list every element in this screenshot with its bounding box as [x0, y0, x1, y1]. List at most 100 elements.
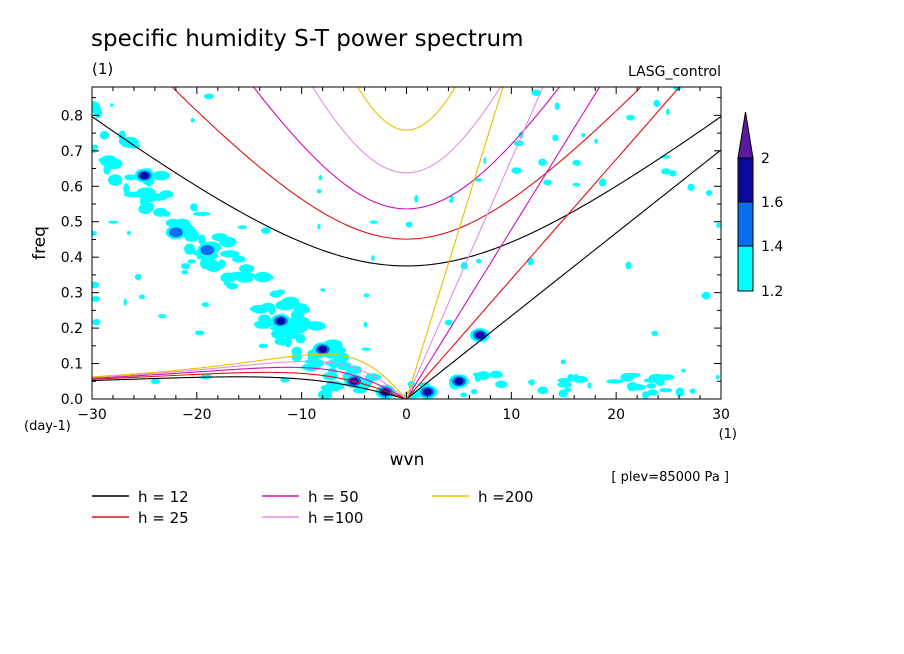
power-contour	[552, 134, 559, 142]
inertia-gravity-curve	[92, 116, 721, 267]
power-contour	[318, 175, 323, 181]
x-tick-label: 30	[712, 407, 730, 423]
power-contour	[190, 203, 198, 212]
power-contour	[661, 168, 672, 175]
x-units-label: (1)	[719, 427, 737, 442]
chart-subtitle-left: (1)	[92, 60, 113, 78]
colorbar-segment	[737, 157, 754, 203]
power-contour	[537, 386, 549, 395]
power-contour	[531, 89, 542, 96]
kelvin-curve	[405, 87, 544, 399]
power-contour	[646, 383, 657, 389]
power-contour	[705, 189, 713, 196]
power-contour	[237, 225, 248, 230]
power-contour	[261, 227, 271, 234]
y-tick-label: 0.4	[61, 250, 83, 266]
inertia-gravity-curve	[252, 87, 561, 210]
power-contour	[201, 302, 210, 308]
power-contour	[107, 174, 123, 186]
power-contour	[543, 179, 552, 186]
chart-title: specific humidity S-T power spectrum	[91, 26, 523, 52]
power-contour	[180, 263, 191, 270]
legend-label: h = 50	[308, 488, 359, 506]
power-contour	[200, 245, 215, 256]
power-contour	[193, 211, 211, 216]
power-contour	[187, 235, 192, 242]
axis-tick-labels: −30 −20 −10 0 10 20 30 0.0 0.1 0.2 0.3 0.4 0.5 0.6 0.7…	[61, 108, 730, 423]
inertia-gravity-curve	[311, 87, 502, 174]
power-contour	[184, 243, 195, 255]
power-contour	[253, 271, 273, 283]
power-contour	[92, 318, 101, 326]
inertia-gravity-curve	[356, 87, 457, 131]
y-tick-label: 0.5	[61, 215, 83, 231]
power-contour	[92, 281, 100, 289]
power-contour	[687, 183, 695, 192]
colorbar-extension	[737, 111, 754, 159]
x-tick-label: 0	[402, 407, 411, 423]
power-contour	[587, 382, 592, 389]
power-contour	[316, 189, 322, 194]
y-axis-label: freq	[30, 226, 50, 260]
power-contour	[92, 144, 99, 149]
x-tick-label: −20	[182, 407, 212, 423]
y-tick-label: 0.1	[61, 357, 83, 373]
x-tick-label: 10	[502, 407, 520, 423]
rossby-curve	[92, 360, 407, 399]
legend-label: h =200	[478, 488, 533, 506]
power-contour	[716, 222, 721, 228]
power-contour	[675, 387, 685, 397]
colorbar-segment	[737, 245, 754, 292]
kelvin-curve	[406, 87, 601, 399]
power-contour	[363, 293, 370, 298]
power-contour	[474, 178, 483, 182]
power-contour	[352, 387, 367, 394]
rossby-curve	[92, 366, 407, 399]
power-contour	[99, 130, 109, 140]
power-contour	[538, 158, 547, 166]
power-contour	[139, 172, 149, 180]
power-contour	[92, 296, 101, 302]
power-contour	[203, 259, 219, 268]
power-contour	[284, 335, 293, 348]
power-contour	[183, 232, 195, 237]
power-contour	[123, 298, 127, 306]
power-contour	[669, 170, 677, 177]
power-contour	[689, 388, 696, 394]
power-contour	[701, 291, 711, 300]
power-contour	[305, 320, 313, 327]
power-contour	[139, 197, 158, 203]
power-contour	[271, 329, 286, 339]
plot-area	[92, 87, 721, 399]
power-contour	[109, 103, 114, 107]
power-contour	[405, 221, 413, 228]
power-contour	[181, 269, 188, 275]
power-contour	[454, 377, 464, 385]
power-contour	[258, 343, 268, 349]
rossby-curve	[92, 371, 407, 399]
y-units-label: (day-1)	[24, 419, 71, 434]
power-contour	[594, 138, 598, 144]
colorbar-segment	[737, 201, 754, 247]
power-contour	[371, 255, 375, 261]
y-tick-label: 0.0	[61, 392, 83, 408]
power-contour	[448, 198, 454, 203]
legend-label: h = 12	[138, 488, 189, 506]
colorbar-label: 1.4	[761, 239, 783, 255]
power-contour	[187, 259, 196, 264]
power-contour	[572, 182, 581, 187]
power-contour	[557, 381, 573, 388]
axis-ticks	[91, 87, 722, 400]
power-contour	[220, 272, 237, 283]
power-contour	[460, 392, 468, 398]
dispersion-curves	[92, 87, 721, 399]
power-contour	[369, 220, 378, 224]
power-contour	[625, 261, 632, 270]
legend-label: h = 25	[138, 509, 189, 527]
power-contour	[320, 288, 325, 292]
x-axis-label: wvn	[390, 450, 425, 470]
power-contour	[103, 165, 111, 175]
power-contour	[118, 130, 126, 141]
power-contour	[572, 159, 581, 166]
power-contour	[636, 385, 644, 391]
